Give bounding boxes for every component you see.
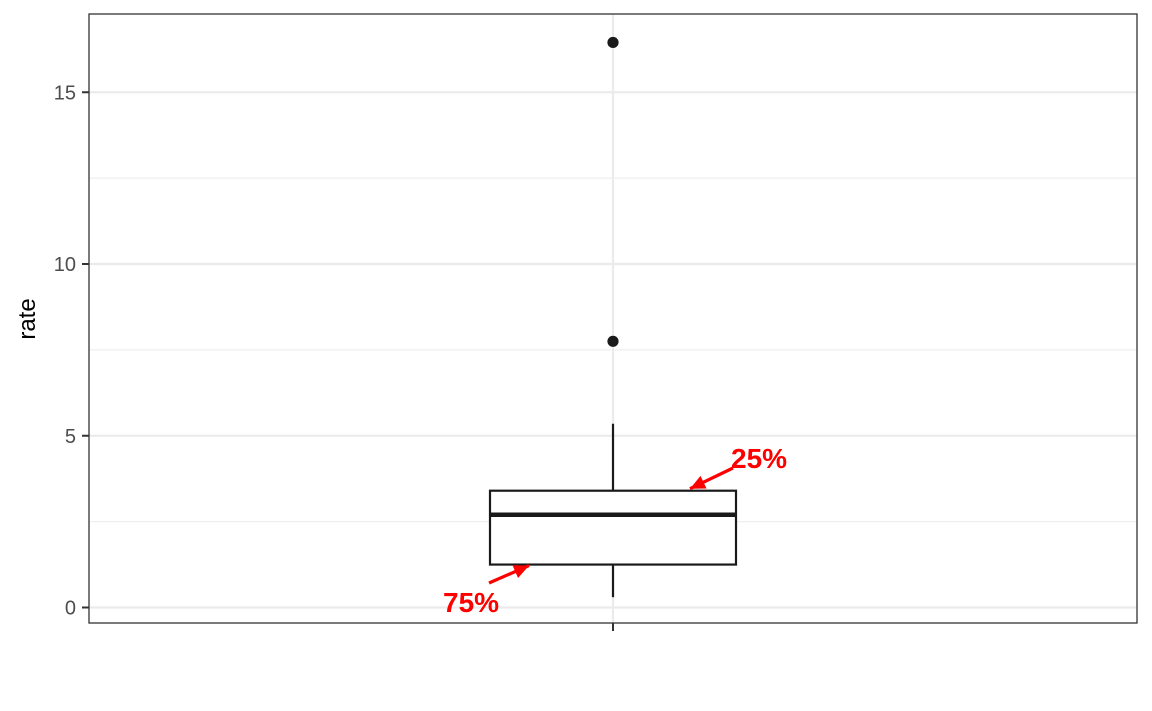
y-tick-label: 15 xyxy=(54,82,76,104)
y-tick-label: 0 xyxy=(65,598,76,620)
y-axis-title: rate xyxy=(14,298,41,339)
annotation-25-arrow-head xyxy=(690,475,707,489)
annotation-75-label: 75% xyxy=(443,587,499,618)
box-layer xyxy=(488,36,738,598)
axis-layer: 0 5 10 15 xyxy=(54,82,614,631)
y-tick-label: 5 xyxy=(65,426,76,448)
outlier-point xyxy=(607,335,619,347)
iqr-box xyxy=(488,489,738,566)
annotation-layer: 25% 75% xyxy=(443,443,787,618)
annotation-75-arrow-head xyxy=(512,565,529,578)
outlier-point xyxy=(607,36,619,49)
annotation-25-label: 25% xyxy=(731,443,787,474)
major-gridlines xyxy=(89,14,1137,623)
y-tick-label: 10 xyxy=(54,254,76,276)
